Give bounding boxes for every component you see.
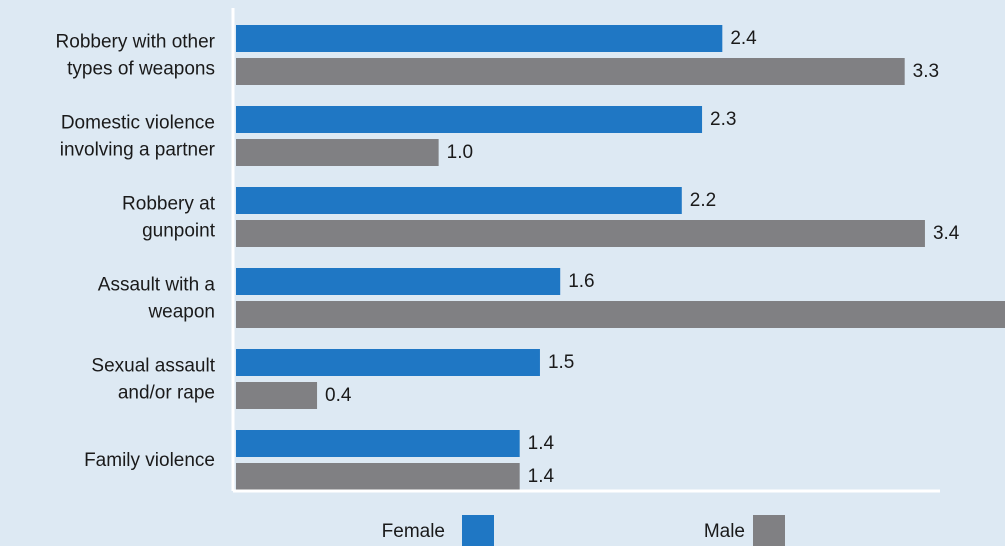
legend-label-female: Female [382,521,445,542]
bar-female [236,268,561,295]
data-label-female: 1.6 [568,271,594,292]
legend-swatch-male [753,515,785,546]
data-label-female: 2.2 [690,190,716,211]
category-label: Robbery at [122,194,216,215]
category-label: gunpoint [142,221,216,242]
bar-female [236,430,520,457]
bar-female [236,349,540,376]
bar-male [236,463,520,490]
legend-swatch-female [462,515,494,546]
bar-female [236,25,723,52]
data-label-male: 0.4 [325,385,352,406]
bar-male [236,220,925,247]
bar-male [236,139,439,166]
bar-male [236,301,1005,328]
data-label-female: 1.4 [528,433,555,454]
data-label-female: 1.5 [548,352,574,373]
bar-female [236,106,703,133]
category-label: Sexual assault [91,356,215,377]
data-label-male: 1.0 [447,142,473,163]
data-label-female: 2.3 [710,109,736,130]
data-label-male: 3.4 [933,223,960,244]
bar-female [236,187,682,214]
category-label: involving a partner [60,140,216,161]
category-label: types of weapons [67,59,215,80]
data-label-male: 1.4 [528,466,555,487]
bar-male [236,382,318,409]
data-label-female: 2.4 [730,28,757,49]
legend-label-male: Male [704,521,745,542]
category-label: Robbery with other [56,32,216,53]
category-label: Domestic violence [61,113,215,134]
category-label: and/or rape [118,383,215,404]
category-label: weapon [147,302,215,323]
bar-male [236,58,905,85]
data-label-male: 3.3 [913,61,939,82]
category-label: Assault with a [98,275,216,296]
category-label: Family violence [84,450,215,471]
